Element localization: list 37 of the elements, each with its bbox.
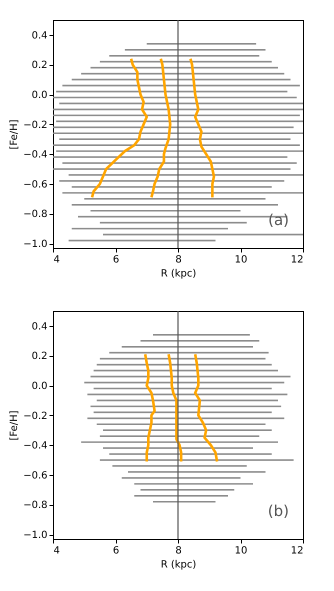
- x-tick-label: 6: [112, 254, 120, 266]
- line-series: [167, 352, 182, 463]
- x-tick-label: 8: [175, 254, 182, 266]
- y-tick-label: 0.2: [32, 60, 48, 72]
- x-tick-label: 4: [54, 254, 60, 266]
- y-tick-label: 0.4: [32, 321, 48, 332]
- y-tick-label: −1.0: [23, 530, 48, 542]
- line-series: [189, 57, 216, 199]
- x-tick-label: 12: [290, 546, 304, 556]
- x-tick-label: 10: [234, 254, 248, 266]
- y-tick-label: −0.8: [23, 209, 48, 220]
- y-axis-title: [Fe/H]: [9, 410, 20, 441]
- y-tick-label: −0.6: [23, 179, 48, 190]
- line-series: [144, 352, 156, 463]
- y-tick-label: 0.2: [32, 351, 48, 362]
- y-tick-label: −0.8: [23, 500, 48, 512]
- x-axis-title: R (kpc): [160, 560, 196, 570]
- line-series: [150, 57, 172, 199]
- line-series: [90, 57, 148, 199]
- y-tick-label: 0.0: [32, 381, 48, 392]
- y-tick-label: −0.4: [23, 440, 48, 452]
- x-tick-label: 12: [290, 254, 304, 266]
- y-axis-title: [Fe/H]: [9, 119, 20, 150]
- y-tick-label: 0.4: [32, 30, 48, 42]
- x-tick-label: 8: [175, 546, 182, 556]
- x-axis-title: R (kpc): [160, 268, 196, 280]
- y-tick-label: −0.2: [23, 410, 48, 422]
- y-tick-label: −0.2: [23, 120, 48, 131]
- annotation: (b): [268, 502, 289, 520]
- y-tick-label: −0.6: [23, 470, 48, 482]
- line-series: [194, 352, 218, 463]
- x-tick-label: 10: [234, 546, 248, 556]
- x-tick-label: 6: [112, 546, 120, 556]
- y-tick-label: 0.0: [32, 90, 48, 102]
- y-tick-label: −0.4: [23, 150, 48, 161]
- y-tick-label: −1.0: [23, 239, 48, 250]
- x-tick-label: 4: [54, 546, 60, 556]
